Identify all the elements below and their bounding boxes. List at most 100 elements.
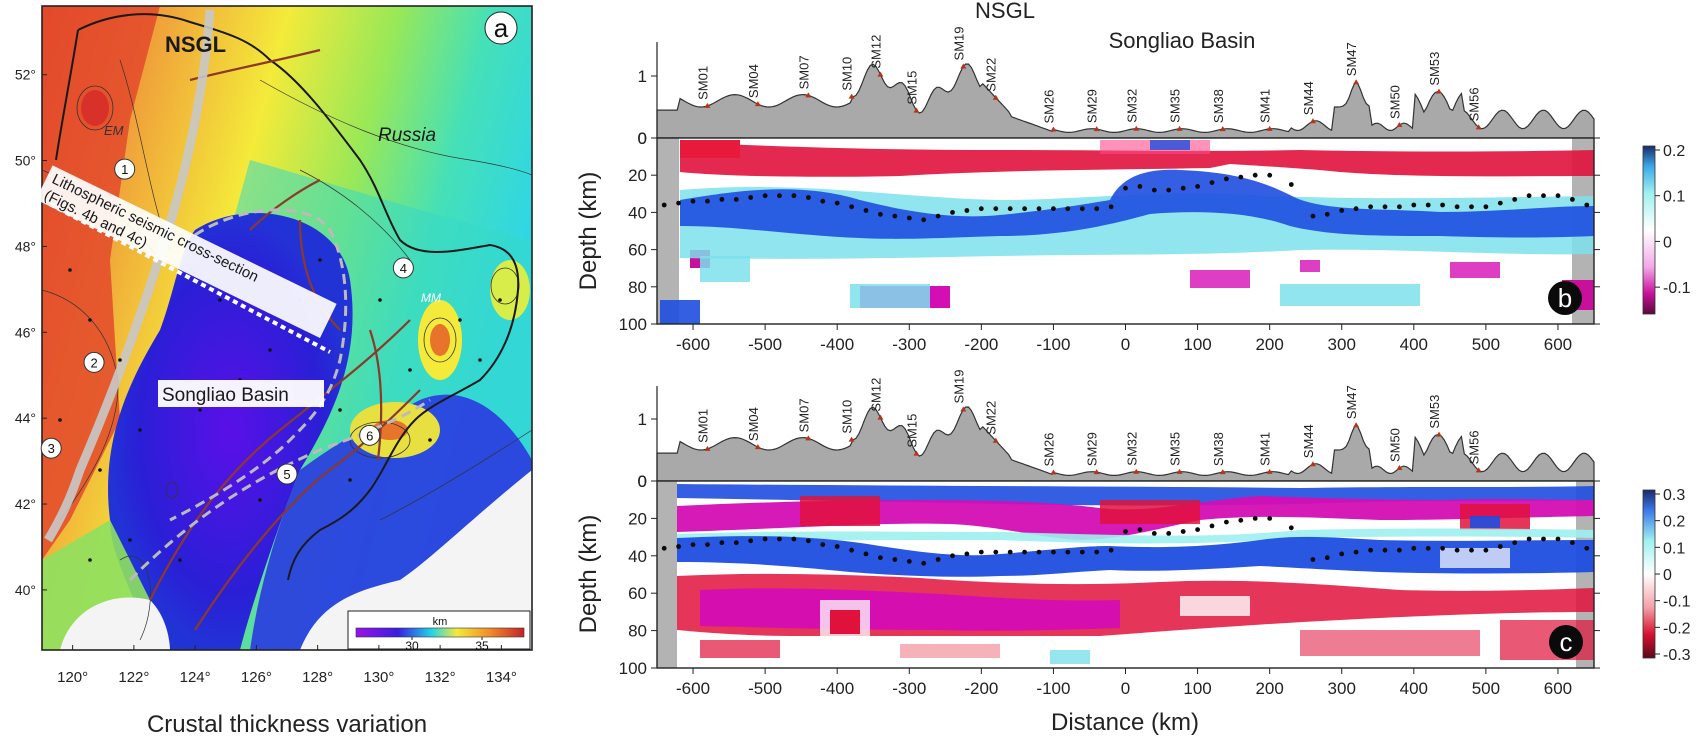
basin-outline-dashed (169, 208, 348, 522)
station-label: SM10 (840, 400, 855, 434)
map-y-ticks: 52° 50° 48° 46° 44° 42° 40° (15, 67, 47, 598)
colorbar-tick-label: -0.1 (1663, 280, 1691, 297)
station-label: SM32 (1124, 89, 1139, 123)
moho-dot (1151, 531, 1157, 536)
station-marker: SM44 (1301, 81, 1316, 124)
moho-dot (1079, 549, 1085, 555)
station-triangle (877, 71, 884, 77)
moho-dot (733, 197, 739, 202)
map-colorbar: km 30 35 (347, 610, 531, 653)
colorbar-tick-label: -0.1 (1663, 594, 1691, 611)
moho-dot (1397, 547, 1402, 553)
moho-dot (1267, 516, 1273, 521)
station-marker: SM26 (1041, 90, 1057, 132)
western-thick-belt (42, 6, 160, 560)
map-circle-marker (392, 257, 414, 279)
moho-dot (964, 208, 970, 213)
station-label: SM15 (904, 414, 919, 448)
station-marker: SM41 (1258, 432, 1273, 474)
station-label: SM15 (904, 71, 919, 105)
map-y-tick-label: 52° (15, 67, 36, 83)
x-tick-label: 200 (1255, 679, 1283, 698)
moho-dot (1224, 519, 1229, 525)
moho-dot (921, 560, 927, 566)
y-tick-label: 0 (638, 472, 647, 491)
map-label-nsgl: NSGL (165, 32, 226, 57)
moho-dot (719, 197, 725, 202)
station-triangle (1436, 431, 1443, 437)
map-colorbar-gradient (355, 627, 525, 638)
topo-tick-label: 0 (638, 472, 647, 491)
moho-dot (878, 211, 883, 217)
moho-dot (1339, 551, 1345, 557)
station-triangle (848, 93, 855, 99)
moho-dot (1238, 517, 1244, 523)
station-label: SM38 (1211, 89, 1226, 123)
station-marker: SM29 (1085, 432, 1100, 475)
map-circled-number: 3 (40, 437, 62, 459)
map-x-ticks: 120° 122° 124° 126° 128° 130° 132° 134° (57, 645, 517, 686)
map-circled-number: 6 (359, 424, 381, 446)
moho-dot (921, 217, 927, 223)
station-triangle (1266, 468, 1273, 474)
map-circle-marker (359, 424, 381, 446)
moho-dot (1425, 545, 1431, 551)
map-circle-marker (114, 158, 136, 180)
station-triangle (754, 101, 761, 107)
panel-b-topography: 0 1 SM01 SM04 SM07 SM10 SM12 SM15 SM19 SM22 SM26 SM… (638, 26, 1595, 148)
x-tick-label: -400 (820, 335, 854, 354)
map-y-tick-label: 48° (15, 238, 36, 254)
panel-c: 0 1 SM01 SM04 SM07 SM10 SM12 SM15 SM19 SM22 SM26 SM… (575, 369, 1691, 736)
moho-dot (935, 557, 941, 562)
topography-profile (656, 63, 1595, 139)
moho-dot (1151, 187, 1157, 193)
station-marker: SM15 (904, 71, 920, 113)
station-label: SM44 (1301, 81, 1316, 115)
moho-dot (1469, 204, 1474, 210)
moho-dot (748, 538, 754, 544)
moho-dot (1497, 200, 1503, 206)
y-tick-label: 100 (619, 659, 647, 678)
station-marker: SM44 (1301, 424, 1316, 467)
japan-sea (300, 470, 532, 650)
moho-dot (1252, 516, 1258, 521)
station-label: SM19 (951, 26, 966, 60)
station-label: SM26 (1041, 433, 1056, 467)
moho-dot (1209, 180, 1215, 186)
panel-c-moho-dots (661, 516, 1590, 566)
topo-tick-label: 0 (638, 129, 647, 148)
moho-dot (1166, 531, 1172, 536)
station-marker: SM10 (840, 400, 855, 442)
eastern-blue-tongue (250, 394, 532, 650)
station-label: SM29 (1085, 89, 1100, 123)
map-circle-marker (276, 463, 298, 485)
moho-dot (1036, 549, 1042, 555)
map-circled-number: 2 (83, 351, 105, 373)
moho-dot (748, 195, 754, 200)
station-triangle (754, 444, 761, 450)
moho-dot (1123, 185, 1128, 191)
map-colorbar-tick-label: 35 (475, 639, 489, 653)
station-marker: SM22 (984, 401, 999, 443)
moho-dot (1454, 547, 1460, 553)
moho-dot (1288, 525, 1294, 531)
moho-dot (863, 208, 869, 213)
moho-dot (993, 206, 999, 212)
moho-dot (676, 200, 681, 206)
x-tick-label: 400 (1400, 679, 1428, 698)
moho-dot (762, 193, 768, 199)
station-label: SM19 (951, 369, 966, 403)
map-circle-label: 6 (366, 428, 373, 443)
moho-dot (661, 202, 667, 208)
moho-dot (1368, 547, 1373, 553)
x-tick-label: 600 (1544, 679, 1572, 698)
moho-dot (1310, 213, 1316, 219)
moho-dot (1123, 529, 1128, 534)
x-tick-label: -200 (964, 679, 998, 698)
moho-dot (1541, 536, 1546, 542)
y-tick-label: 0 (638, 129, 647, 148)
station-marker: SM22 (984, 58, 999, 100)
station-label: SM32 (1124, 432, 1139, 466)
x-tick-label: 100 (1183, 335, 1211, 354)
station-triangle (1436, 88, 1443, 94)
